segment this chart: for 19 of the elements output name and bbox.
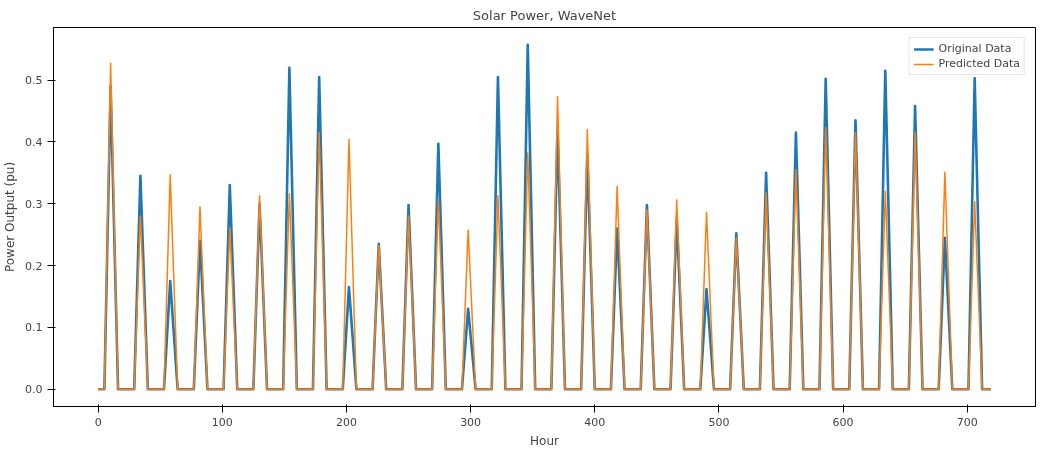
legend-label: Predicted Data (938, 57, 1020, 70)
x-tick-label: 0 (94, 415, 102, 429)
y-tick-label: 0.4 (25, 135, 43, 149)
x-tick-label: 100 (211, 415, 233, 429)
x-tick-label: 200 (335, 415, 357, 429)
y-tick-label: 0.1 (25, 321, 43, 335)
x-tick-label: 700 (956, 415, 978, 429)
y-axis-title: Power Output (pu) (3, 161, 18, 273)
x-tick-label: 400 (584, 415, 606, 429)
y-tick-label: 0.3 (25, 197, 43, 211)
y-tick-label: 0.5 (25, 74, 43, 88)
y-tick-label: 0.2 (25, 259, 43, 273)
y-tick-label: 0.0 (25, 383, 43, 397)
x-axis-title: Hour (530, 433, 560, 448)
x-tick-label: 600 (832, 415, 854, 429)
x-tick-label: 300 (460, 415, 482, 429)
x-tick-label: 500 (708, 415, 730, 429)
chart-title: Solar Power, WaveNet (472, 7, 617, 23)
legend-label: Original Data (938, 42, 1012, 55)
